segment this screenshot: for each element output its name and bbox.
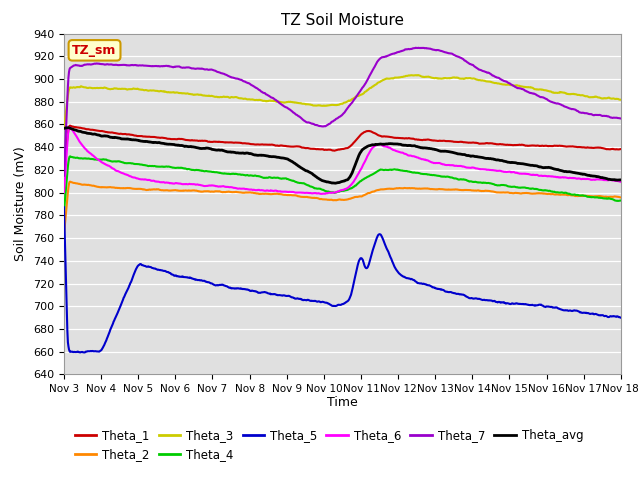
Y-axis label: Soil Moisture (mV): Soil Moisture (mV) (15, 146, 28, 262)
Legend: Theta_1, Theta_2, Theta_3, Theta_4, Theta_5, Theta_6, Theta_7, Theta_avg: Theta_1, Theta_2, Theta_3, Theta_4, Thet… (70, 425, 588, 466)
Title: TZ Soil Moisture: TZ Soil Moisture (281, 13, 404, 28)
X-axis label: Time: Time (327, 396, 358, 408)
Text: TZ_sm: TZ_sm (72, 44, 116, 57)
